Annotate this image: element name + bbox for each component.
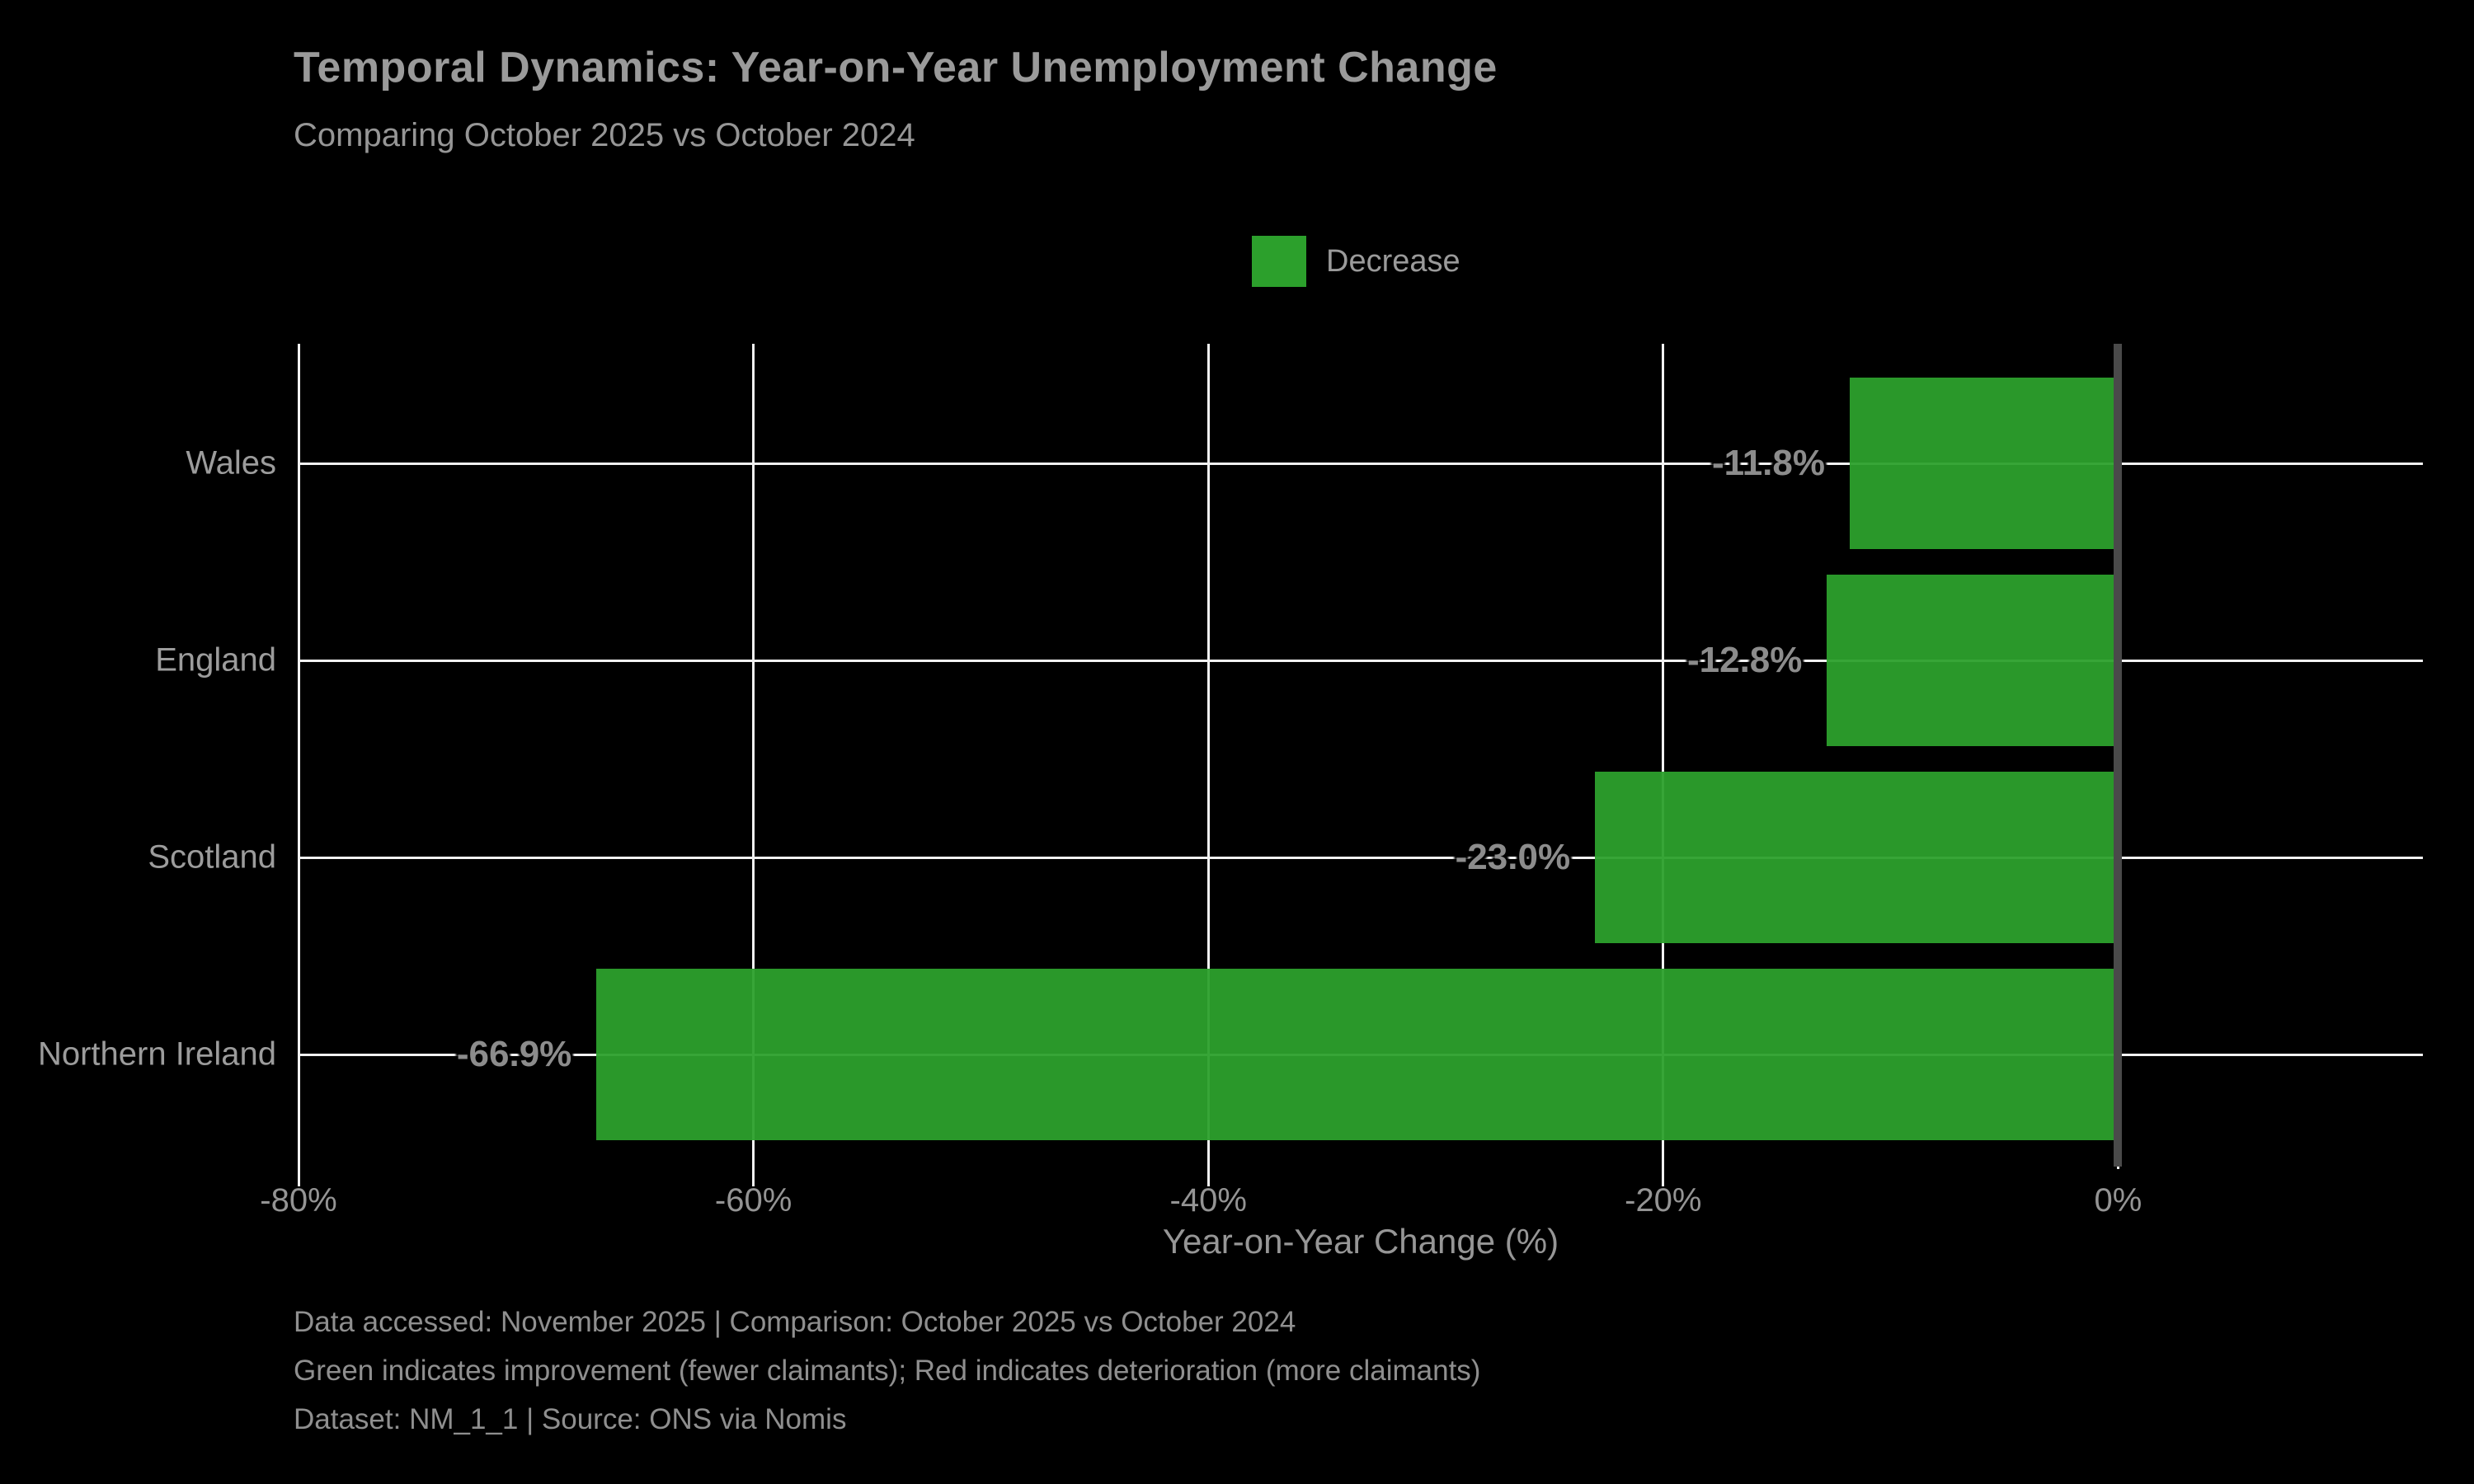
chart-subtitle: Comparing October 2025 vs October 2024 bbox=[294, 117, 915, 153]
plot-area: -11.8% -12.8% -23.0% -66.9% bbox=[297, 344, 2423, 1169]
footnote-data-accessed: Data accessed: November 2025 | Compariso… bbox=[294, 1306, 1296, 1338]
tick-label--60%: -60% bbox=[714, 1182, 793, 1219]
gridline-x--80% bbox=[297, 344, 300, 1169]
gridline-y-scotland bbox=[299, 856, 2423, 859]
tick-mark--60% bbox=[752, 1169, 755, 1186]
gridline-y-england bbox=[299, 659, 2423, 662]
value-label-scotland: -23.0% bbox=[1455, 837, 1571, 877]
legend-label: Decrease bbox=[1326, 243, 1460, 279]
legend-swatch-decrease bbox=[1252, 236, 1306, 287]
gridline-y-wales bbox=[299, 462, 2423, 465]
category-label-northern-ireland: Northern Ireland bbox=[37, 1036, 276, 1073]
category-label-england: England bbox=[155, 641, 276, 679]
tick-mark--20% bbox=[1662, 1169, 1665, 1186]
tick-label--80%: -80% bbox=[260, 1182, 337, 1219]
footnote-source: Dataset: NM_1_1 | Source: ONS via Nomis bbox=[294, 1403, 847, 1435]
bar-scotland bbox=[1595, 772, 2119, 943]
bar-england bbox=[1827, 575, 2119, 746]
bar-wales bbox=[1849, 378, 2119, 549]
tick-label-0%: 0% bbox=[2094, 1182, 2142, 1219]
x-axis-label: Year-on-Year Change (%) bbox=[1162, 1222, 1559, 1261]
value-label-wales: -11.8% bbox=[1712, 443, 1825, 483]
zero-baseline bbox=[2114, 344, 2123, 1167]
category-label-scotland: Scotland bbox=[148, 838, 276, 876]
legend: Decrease bbox=[1252, 236, 1460, 287]
tick-mark--80% bbox=[297, 1169, 300, 1186]
gridline-x--20% bbox=[1662, 344, 1665, 1169]
tick-mark--40% bbox=[1206, 1169, 1210, 1186]
footnote-color-key: Green indicates improvement (fewer claim… bbox=[294, 1355, 1481, 1387]
gridline-x--60% bbox=[752, 344, 755, 1169]
value-label-northern-ireland: -66.9% bbox=[456, 1034, 572, 1074]
category-label-wales: Wales bbox=[186, 444, 276, 481]
chart-title: Temporal Dynamics: Year-on-Year Unemploy… bbox=[294, 44, 1498, 92]
tick-label--20%: -20% bbox=[1625, 1182, 1702, 1219]
value-label-england: -12.8% bbox=[1686, 640, 1803, 680]
gridline-x--40% bbox=[1206, 344, 1210, 1169]
tick-label--40%: -40% bbox=[1169, 1182, 1247, 1219]
bar-northern-ireland bbox=[596, 969, 2119, 1140]
